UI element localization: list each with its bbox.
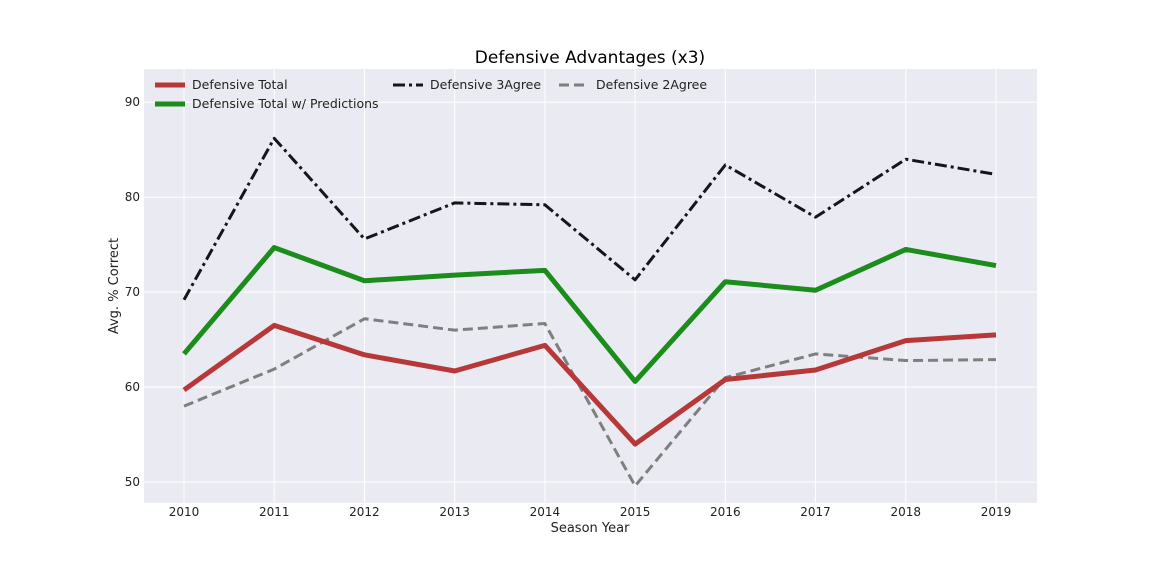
legend-item: Defensive Total xyxy=(155,77,288,92)
x-axis-label: Season Year xyxy=(551,521,630,536)
series-line-defensive-total xyxy=(182,322,997,447)
y-tick-labels: 50 60 70 80 90 xyxy=(125,95,140,489)
series-line-defensive-total-w-predictions xyxy=(182,245,997,384)
y-tick-label: 80 xyxy=(125,190,140,204)
chart-title: Defensive Advantages (x3) xyxy=(475,48,705,68)
x-tick-label: 2014 xyxy=(530,505,561,519)
series-lines xyxy=(182,136,997,488)
x-tick-label: 2019 xyxy=(981,505,1012,519)
legend-label: Defensive Total w/ Predictions xyxy=(192,96,379,111)
legend-item: Defensive 3Agree xyxy=(393,77,541,92)
plot-background xyxy=(144,69,1037,503)
y-tick-label: 50 xyxy=(125,475,140,489)
legend-label: Defensive 3Agree xyxy=(430,77,541,92)
x-tick-labels: 2010 2011 2012 2013 2014 2015 2016 2017 2018 2019 xyxy=(169,505,1012,519)
legend-label: Defensive Total xyxy=(192,77,288,92)
legend-item: Defensive 2Agree xyxy=(559,77,707,92)
series-line-defensive-3agree xyxy=(182,136,997,301)
y-axis-label: Avg. % Correct xyxy=(107,238,122,334)
x-tick-label: 2015 xyxy=(620,505,651,519)
x-tick-label: 2016 xyxy=(710,505,741,519)
y-tick-label: 60 xyxy=(125,380,140,394)
legend-label: Defensive 2Agree xyxy=(596,77,707,92)
x-tick-label: 2018 xyxy=(891,505,922,519)
y-tick-label: 90 xyxy=(125,95,140,109)
legend-item: Defensive Total w/ Predictions xyxy=(155,96,379,111)
x-tick-label: 2012 xyxy=(349,505,380,519)
x-tick-label: 2010 xyxy=(169,505,200,519)
x-tick-label: 2013 xyxy=(439,505,470,519)
x-tick-label: 2011 xyxy=(259,505,290,519)
x-tick-label: 2017 xyxy=(800,505,831,519)
grid-lines xyxy=(144,69,1037,503)
legend: Defensive Total Defensive Total w/ Predic… xyxy=(155,77,707,111)
y-tick-label: 70 xyxy=(125,285,140,299)
